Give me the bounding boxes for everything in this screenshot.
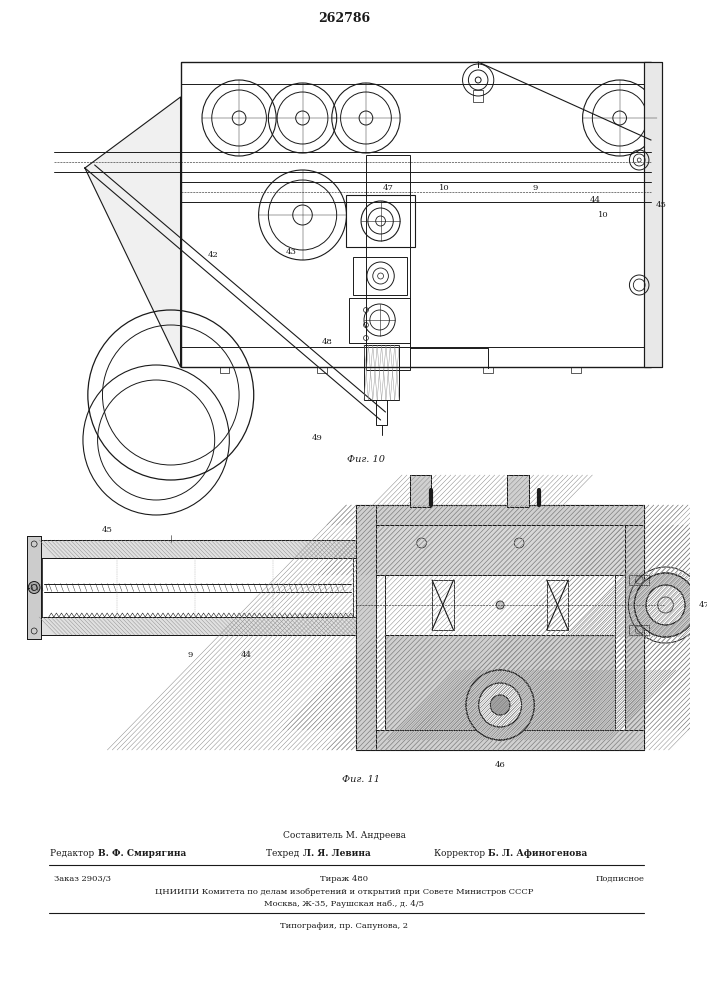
Bar — [356, 505, 375, 750]
Circle shape — [479, 683, 522, 727]
Bar — [385, 575, 615, 635]
Text: 10: 10 — [598, 211, 609, 219]
Text: 49: 49 — [312, 434, 322, 442]
Bar — [356, 505, 644, 525]
Text: В. Ф. Смирягина: В. Ф. Смирягина — [98, 848, 186, 857]
Text: Редактор: Редактор — [50, 848, 98, 857]
Text: 46: 46 — [495, 761, 506, 769]
Bar — [366, 155, 410, 370]
Text: Тираж 480: Тираж 480 — [320, 875, 368, 883]
Text: 9: 9 — [532, 184, 537, 192]
Bar — [220, 367, 229, 373]
Polygon shape — [85, 97, 180, 367]
Text: Типография, пр. Сапунова, 2: Типография, пр. Сапунова, 2 — [281, 922, 409, 930]
Text: Б. Л. Афиногенова: Б. Л. Афиногенова — [488, 848, 588, 857]
Text: Фиг. 10: Фиг. 10 — [347, 456, 385, 464]
Bar — [375, 400, 387, 425]
Bar — [364, 345, 399, 400]
Text: 10: 10 — [439, 184, 450, 192]
Bar — [410, 475, 431, 507]
Bar — [39, 540, 356, 558]
Bar — [317, 367, 327, 373]
Text: Фиг. 11: Фиг. 11 — [342, 776, 380, 784]
Text: 262786: 262786 — [318, 11, 370, 24]
Bar — [385, 635, 615, 730]
Circle shape — [646, 585, 685, 625]
Text: Техред: Техред — [267, 848, 303, 857]
Text: Корректор: Корректор — [434, 848, 488, 857]
Bar — [432, 580, 453, 630]
Text: Подписное: Подписное — [595, 875, 644, 883]
Text: Л. Я. Левина: Л. Я. Левина — [303, 848, 370, 857]
Bar — [28, 536, 41, 639]
Bar — [624, 525, 644, 730]
Bar — [644, 62, 662, 367]
Bar — [356, 505, 644, 525]
Text: 43: 43 — [286, 248, 296, 256]
Text: Москва, Ж-35, Раушская наб., д. 4/5: Москва, Ж-35, Раушская наб., д. 4/5 — [264, 900, 424, 908]
Circle shape — [491, 695, 510, 715]
Text: 44: 44 — [240, 651, 252, 659]
Bar — [39, 617, 356, 635]
Bar — [356, 505, 375, 750]
Bar — [375, 525, 624, 575]
Bar — [180, 62, 651, 367]
Bar — [349, 298, 410, 343]
Bar — [547, 580, 568, 630]
Text: Составитель М. Андреева: Составитель М. Андреева — [283, 830, 406, 840]
Text: 42: 42 — [207, 251, 218, 259]
Bar — [385, 635, 615, 730]
Bar — [28, 536, 41, 639]
Text: ЦНИИПИ Комитета по делам изобретений и открытий при Совете Министров СССР: ЦНИИПИ Комитета по делам изобретений и о… — [156, 888, 534, 896]
Bar — [410, 475, 431, 507]
Bar — [346, 195, 415, 247]
Text: 9: 9 — [187, 651, 193, 659]
Bar — [356, 730, 644, 750]
Bar — [42, 558, 354, 617]
Bar — [180, 347, 644, 367]
Bar — [624, 525, 644, 730]
Text: Заказ 2903/3: Заказ 2903/3 — [54, 875, 111, 883]
Bar — [629, 575, 649, 585]
Bar — [39, 540, 356, 558]
Text: 45: 45 — [102, 526, 113, 534]
Bar — [483, 367, 493, 373]
Bar — [356, 505, 644, 750]
Circle shape — [466, 670, 534, 740]
Bar — [508, 475, 529, 507]
Text: 47: 47 — [699, 601, 707, 609]
Bar — [508, 475, 529, 507]
Bar — [571, 367, 580, 373]
Circle shape — [634, 573, 697, 637]
Circle shape — [28, 582, 40, 593]
Bar — [39, 617, 356, 635]
Text: 48: 48 — [322, 338, 332, 346]
Bar — [356, 730, 644, 750]
Text: 44: 44 — [590, 196, 601, 204]
Circle shape — [496, 601, 504, 609]
Bar — [629, 625, 649, 635]
Text: 47: 47 — [383, 184, 394, 192]
Bar — [375, 525, 624, 575]
Bar — [354, 257, 407, 295]
Bar — [644, 62, 662, 367]
Text: 45: 45 — [655, 201, 666, 209]
Bar — [473, 90, 483, 102]
Bar — [180, 62, 651, 84]
